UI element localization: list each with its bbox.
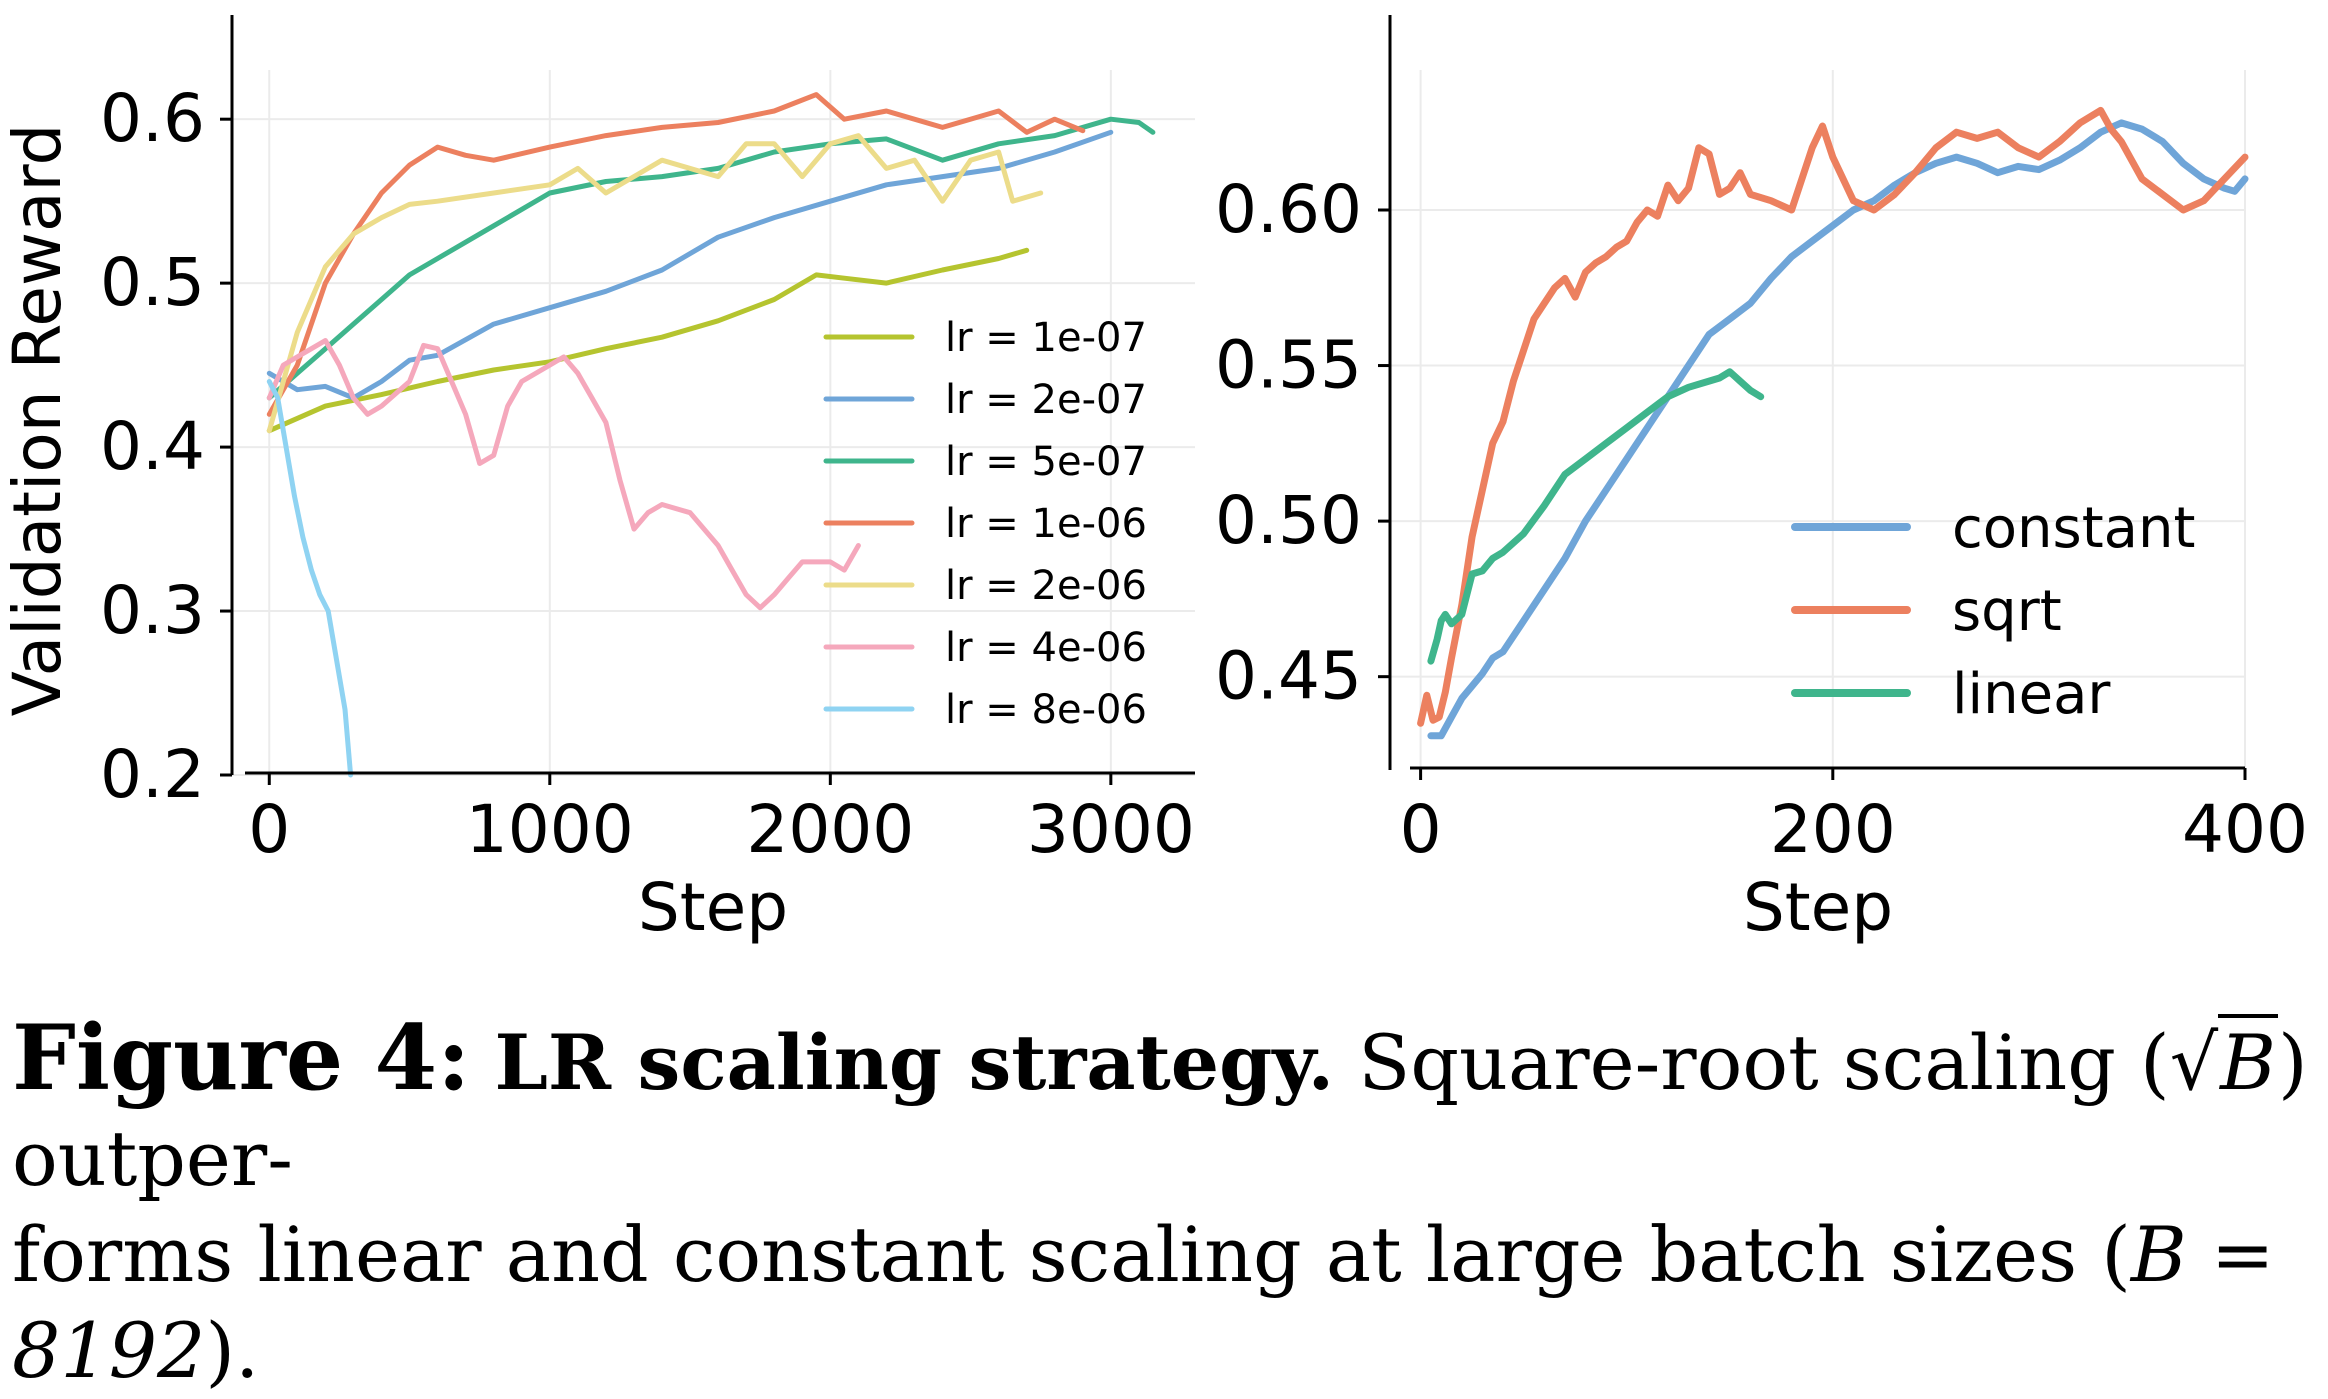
series-line-lr-4e-06 (266, 338, 861, 611)
charts-svg: 0.20.30.40.50.60 1000 2000 3000StepValidati… (0, 15, 2308, 946)
caption-heading: LR scaling strategy. (494, 1018, 1335, 1107)
x-tick-label: 200 (1770, 791, 1896, 868)
caption-text-3: forms linear and constant scaling at lar… (12, 1210, 2131, 1299)
series-line-lr-1e-06 (266, 92, 1086, 417)
figure-caption: Figure 4: LR scaling strategy. Square-ro… (12, 1010, 2322, 1399)
caption-figure-label: Figure 4: (12, 1005, 471, 1111)
y-tick-label: 0.60 (1215, 171, 1362, 248)
caption-sqrt-var: B (2218, 1014, 2278, 1107)
x-tick-label: 2000 (746, 791, 914, 868)
y-tick-label: 0.45 (1215, 638, 1362, 715)
series-line-constant (1427, 119, 2249, 740)
series-line-lr-2e-06 (266, 133, 1044, 434)
caption-sqrt-symbol: √ (2169, 1018, 2219, 1107)
caption-line-1: Figure 4: LR scaling strategy. Square-ro… (12, 1010, 2322, 1207)
legend-label: lr = 1e-06 (945, 501, 1147, 547)
legend-label: lr = 4e-06 (945, 625, 1147, 671)
caption-text-1: Square-root scaling ( (1358, 1018, 2170, 1107)
series-line-linear (1427, 368, 1765, 665)
series-line-lr-1e-07 (266, 247, 1030, 434)
y-tick-label: 0.4 (100, 408, 205, 485)
chart-lr-sweep: 0.2 0.3 0.4 0.5 0.6 0 1000 2000 3000 Step Validati… (0, 15, 1195, 946)
y-tick-label: 0.2 (100, 736, 205, 813)
y-tick-label: 0.55 (1215, 327, 1362, 404)
x-axis-label: Step (1743, 869, 1893, 946)
legend: lr = 1e-07 lr = 2e-07 lr = 5e-07 lr = 1e-06… (823, 315, 1147, 733)
chart-lr-scaling: 0.45 0.50 0.55 0.60 0 200 400 Step constant sqrt l… (1215, 15, 2308, 946)
y-tick-label: 0.5 (100, 244, 205, 321)
legend-label: sqrt (1952, 579, 2062, 644)
caption-line-2: forms linear and constant scaling at lar… (12, 1207, 2322, 1399)
caption-text-2: ) outper- (12, 1018, 2308, 1203)
legend-label: lr = 1e-07 (945, 315, 1147, 361)
y-tick-label: 0.50 (1215, 482, 1362, 559)
y-tick-label: 0.6 (100, 80, 205, 157)
figure: 0.2 0.3 0.4 0.5 0.6 0 1000 2000 3000 Step Validati… (0, 15, 2308, 1395)
legend-label: lr = 2e-06 (945, 563, 1147, 609)
x-tick-label: 0 (248, 791, 290, 868)
x-tick-label: 3000 (1027, 791, 1195, 868)
caption-text-4: ). (205, 1306, 260, 1395)
legend-label: lr = 8e-06 (945, 687, 1147, 733)
y-axis-label: Validation Reward (0, 124, 76, 717)
legend-label: linear (1952, 662, 2111, 727)
series-line-lr-5e-07 (266, 116, 1156, 401)
legend-label: constant (1952, 496, 2195, 561)
legend-label: lr = 2e-07 (945, 377, 1147, 423)
legend-label: lr = 5e-07 (945, 439, 1147, 485)
series-line-sqrt (1417, 106, 2249, 727)
x-tick-label: 0 (1400, 791, 1442, 868)
x-axis-label: Step (638, 869, 788, 946)
x-tick-label: 400 (2182, 791, 2308, 868)
x-tick-label: 1000 (466, 791, 634, 868)
y-tick-label: 0.3 (100, 572, 205, 649)
legend: constant sqrt linear (1791, 496, 2195, 727)
series-line-lr-8e-06 (266, 379, 354, 778)
